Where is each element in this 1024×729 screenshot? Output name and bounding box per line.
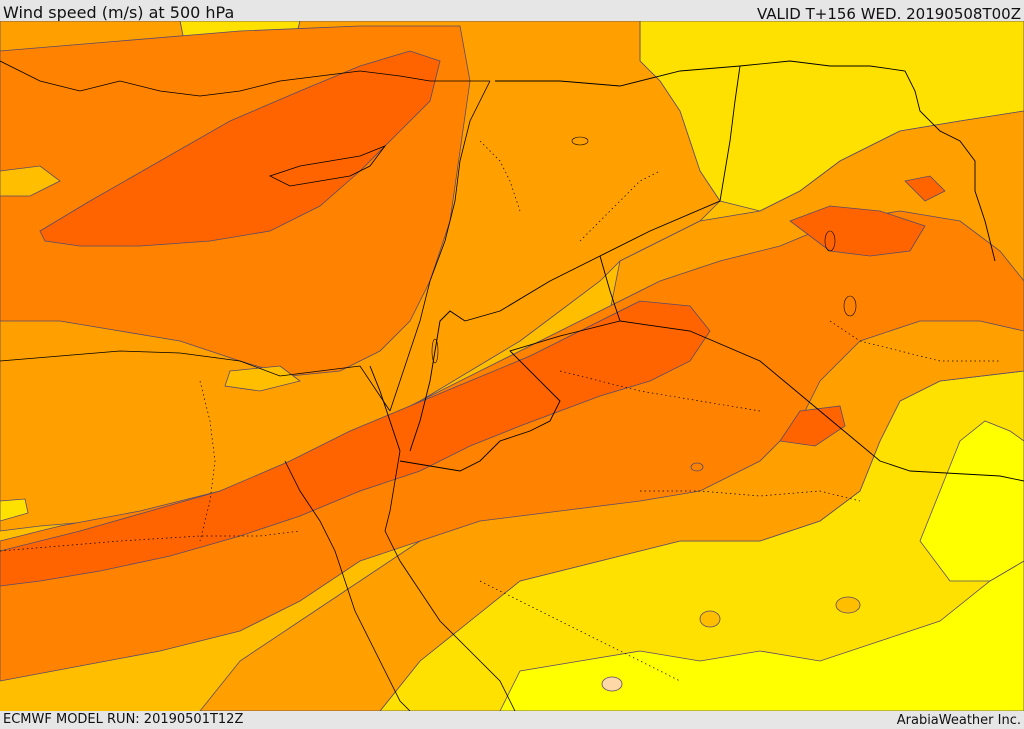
- band-orange-dark-north: [39, 50, 441, 247]
- border-egypt-israel: [369, 365, 401, 452]
- coastline-gulf-of-suez: [284, 460, 356, 612]
- internal-border-7: [199, 380, 216, 542]
- band-orange-dark-jet: [0, 300, 711, 587]
- border-syria-iraq: [495, 60, 996, 262]
- coastline-gulf-of-aqaba: [384, 450, 401, 532]
- internal-border-1: [579, 170, 661, 242]
- internal-border-4: [0, 530, 301, 552]
- map-header: Wind speed (m/s) at 500 hPa VALID T+156 …: [0, 0, 1024, 23]
- lake-2: [824, 230, 836, 252]
- internal-border-2: [559, 370, 761, 412]
- coastline-levant: [389, 80, 491, 412]
- border-syria-iraq-south: [464, 65, 741, 322]
- internal-border-6: [829, 320, 1000, 362]
- band-yellow-east: [919, 420, 1024, 582]
- band-gold-spot-1: [699, 610, 721, 628]
- internal-border-3: [640, 490, 861, 502]
- band-orange-dark-small-2: [904, 175, 946, 202]
- band-gold-blob-sw: [0, 498, 29, 522]
- band-gold-spot-2: [835, 596, 861, 614]
- model-run: ECMWF MODEL RUN: 20190501T12Z: [3, 712, 244, 727]
- border-saudi-jordan-west: [399, 320, 621, 472]
- band-orange-spot-1: [690, 462, 704, 472]
- map-canvas: [0, 21, 1024, 711]
- wind-speed-map[interactable]: [0, 21, 1024, 711]
- lake-3: [843, 295, 857, 317]
- band-orange-dark-small-1: [779, 405, 846, 447]
- coastline-red-sea-west: [354, 610, 411, 711]
- coastline-sinai-egypt: [0, 350, 391, 412]
- band-orange-dark-east: [789, 205, 926, 257]
- band-amber-blob-mid: [224, 365, 301, 392]
- band-orange-jet: [0, 210, 1024, 682]
- coastline-turkey: [0, 60, 490, 97]
- dead-sea: [431, 338, 439, 364]
- band-amber-blob-west: [0, 165, 61, 197]
- credit: ArabiaWeather Inc.: [896, 713, 1021, 728]
- map-footer: ECMWF MODEL RUN: 20190501T12Z ArabiaWeat…: [0, 711, 1024, 729]
- band-yellow-south: [499, 560, 1024, 711]
- border-jordan-west: [409, 310, 466, 452]
- valid-time: VALID T+156 WED. 20190508T00Z: [756, 5, 1021, 23]
- internal-border-5: [479, 580, 681, 682]
- coastline-red-sea-east: [384, 530, 516, 711]
- map-title: Wind speed (m/s) at 500 hPa: [3, 3, 235, 22]
- lake-1: [571, 136, 589, 146]
- coastline-cyprus: [268, 145, 387, 187]
- internal-border-8: [479, 140, 521, 212]
- band-peach-spot: [601, 676, 623, 692]
- border-jordan-saudi: [599, 255, 1024, 482]
